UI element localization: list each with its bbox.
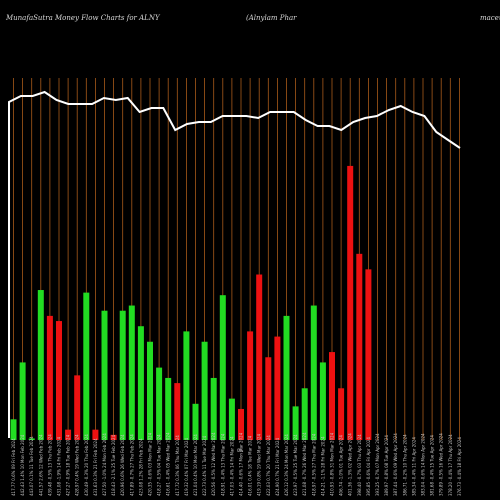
volume-bar-up [147,341,153,440]
volume-bar-up [210,377,217,440]
x-tick-label: 406.74 -1.0% 01 Tue Apr 2024 [339,435,344,496]
volume-bar-down [46,315,53,440]
volume-bar-up [301,388,308,440]
x-tick-label: 423.97 -0.5% 25 Tue Mar 2024 [293,434,298,496]
volume-bar-down [65,429,72,440]
x-tick-label: 378.20 -0.4% 17 Thu Apr 2024 [448,434,453,496]
volume-bar-down [274,336,281,440]
volume-bar-up [83,292,90,440]
volume-bar-down [247,331,254,440]
x-tick-label: 431.08 -1.9% 14 Fri Feb 2024 [57,436,62,496]
volume-bar-up [228,398,235,440]
volume-bar-up [192,403,199,440]
x-tick-label: 427.27 -0.9% 18 Tue Feb 2024 [66,434,71,496]
volume-bar-down [110,434,117,440]
volume-bar-up [137,326,144,440]
x-tick-label: 414.21 -1.1% 28 Fri Mar 2024 [320,436,325,496]
volume-bar-up [128,305,135,440]
volume-bar-down [238,408,244,440]
x-tick-label: 386.71 -0.2% 10 Thu Apr 2024 [402,434,407,496]
x-tick-label: 420.35 -0.6% 03 Mon Mar 2024 [148,432,153,496]
volume-bar-down [74,375,81,440]
x-tick-label: 414.40 -0.6% 17 Mon Mar 2024 [239,432,244,496]
x-tick-label: 422.03 0.7% 20 Thu Mar 2024 [266,435,271,496]
x-tick-label: 418.27 -0.5% 04 Tue Mar 2024 [157,434,162,496]
volume-bar-down [256,274,263,440]
x-tick-label: 417.03 -0.4% 14 Fri Mar 2024 [229,436,234,496]
volume-bar-up [101,310,108,440]
x-tick-label: 395.85 -0.6% 04 Fri Apr 2024 [366,437,371,496]
x-tick-label: 423.08 1.2% 28 Fri Feb 2024 [138,438,143,496]
volume-bar-up [292,406,299,440]
x-tick-label: 422.73 0.4% 11 Tue Mar 2024 [202,435,207,496]
volume-bar-down [92,429,99,440]
x-tick-label: 383.04 -0.6% 14 Mon Apr 2024 [421,433,426,496]
x-tick-label: 398.40 -0.7% 03 Thu Apr 2024 [357,434,362,496]
x-tick-label: 430.49 -0.3% 20 Thu Feb 2024 [84,434,89,496]
x-tick-label: 418.43 -2.1% 25 Tue Feb 2024 [111,434,116,496]
volume-bar-up [183,331,190,440]
x-tick-label: 376.73 -0.4% 18 Fri Apr 2024 [457,437,462,496]
x-tick-label: 417.77 0.6% 09 Fri Feb 2024 [11,438,16,496]
volume-bar-up [28,438,35,440]
x-tick-label: 381.68 -0.4% 15 Tue Apr 2024 [430,435,435,496]
volume-bar-down [56,321,62,440]
volume-bar-down [338,388,345,440]
volume-bar-down [265,357,272,440]
volume-bar-up [19,362,26,440]
x-tick-label: 439.48 -0.5% 13 Thu Feb 2024 [47,434,52,496]
x-tick-label: 419.32 0.4% 07 Fri Mar 2024 [184,437,189,496]
x-tick-label: 417.72 0.3% 06 Thu Mar 2024 [175,435,180,496]
volume-bar-up [10,419,17,440]
volume-bar-up [310,305,317,440]
x-tick-label: 443.07 0.1% 11 Tue Feb 2024 [29,436,34,496]
x-tick-label: 431.63 0.3% 21 Fri Feb 2024 [93,438,98,496]
x-tick-label: 417.89 -0.7% 27 Thu Feb 2024 [129,434,134,496]
x-tick-label: 421.08 -0.7% 26 Wed Mar 2024 [302,432,307,496]
x-tick-label: 424.90 0.7% 21 Fri Mar 2024 [275,437,280,496]
x-tick-label: 410.93 -0.8% 31 Mon Mar 2024 [330,432,335,496]
x-axis-mark: 0% [237,448,244,453]
x-tick-label: 441.57 2.6% 12 Wed Feb 2024 [38,434,43,496]
volume-bar-up [283,315,290,440]
x-tick-label: 379.89 -0.5% 16 Wed Apr 2024 [439,433,444,496]
x-tick-label: 418.91 -0.4% 13 Thu Mar 2024 [220,433,225,496]
x-tick-label: 393.25 -0.7% 07 Mon Apr 2024 [375,433,380,496]
chart-subtitle: (Alnylam Phar [246,14,297,22]
price-line [8,90,461,438]
x-tick-label: 420.56 -0.5% 12 Wed Mar 2024 [211,432,216,496]
x-tick-label: 418.97 -0.5% 27 Thu Mar 2024 [311,433,316,496]
x-tick-label: 416.01 0.4% 18 Tue Mar 2024 [248,435,253,496]
x-tick-label: 428.97 0.4% 19 Wed Feb 2024 [75,434,80,496]
x-tick-label: 427.50 -1.0% 24 Mon Feb 2024 [102,433,107,496]
volume-bar-down [365,269,372,440]
volume-bar-up [119,310,126,440]
volume-bar-up [201,341,208,440]
x-tick-label: 442.43 1.4% 10 Mon Feb 2024 [20,434,25,496]
x-tick-label: 426.12 0.3% 24 Mon Mar 2024 [284,434,289,496]
volume-bar-up [319,362,326,440]
x-tick-label: 387.44 -0.6% 09 Wed Apr 2024 [393,433,398,496]
x-tick-label: 385.34 -0.4% 11 Fri Apr 2024 [411,437,416,496]
x-tick-label: 389.97 -0.8% 08 Tue Apr 2024 [384,435,389,496]
chart-subtitle-cont: maceu [480,14,500,22]
x-tick-label: 421.04 0.4% 10 Mon Mar 2024 [193,434,198,496]
volume-bar-up [165,377,172,440]
chart-title: MunafaSutra Money Flow Charts for ALNY [6,14,160,22]
x-tick-label: 420.96 0.6% 26 Wed Feb 2024 [120,434,125,496]
volume-bar-up [219,295,226,440]
volume-bar-up [156,367,163,440]
x-tick-label: 419.19 0.8% 19 Wed Mar 2024 [257,433,262,496]
x-tick-label: 401.36 -1.3% 02 Wed Apr 2024 [348,433,353,496]
volume-bar-down [174,383,181,440]
volume-bar-down [347,165,354,440]
volume-bar-down [356,253,363,440]
volume-bar-down [329,352,335,440]
x-tick-label: 416.61 -0.4% 05 Wed Mar 2024 [166,432,171,496]
volume-bar-up [37,290,44,440]
